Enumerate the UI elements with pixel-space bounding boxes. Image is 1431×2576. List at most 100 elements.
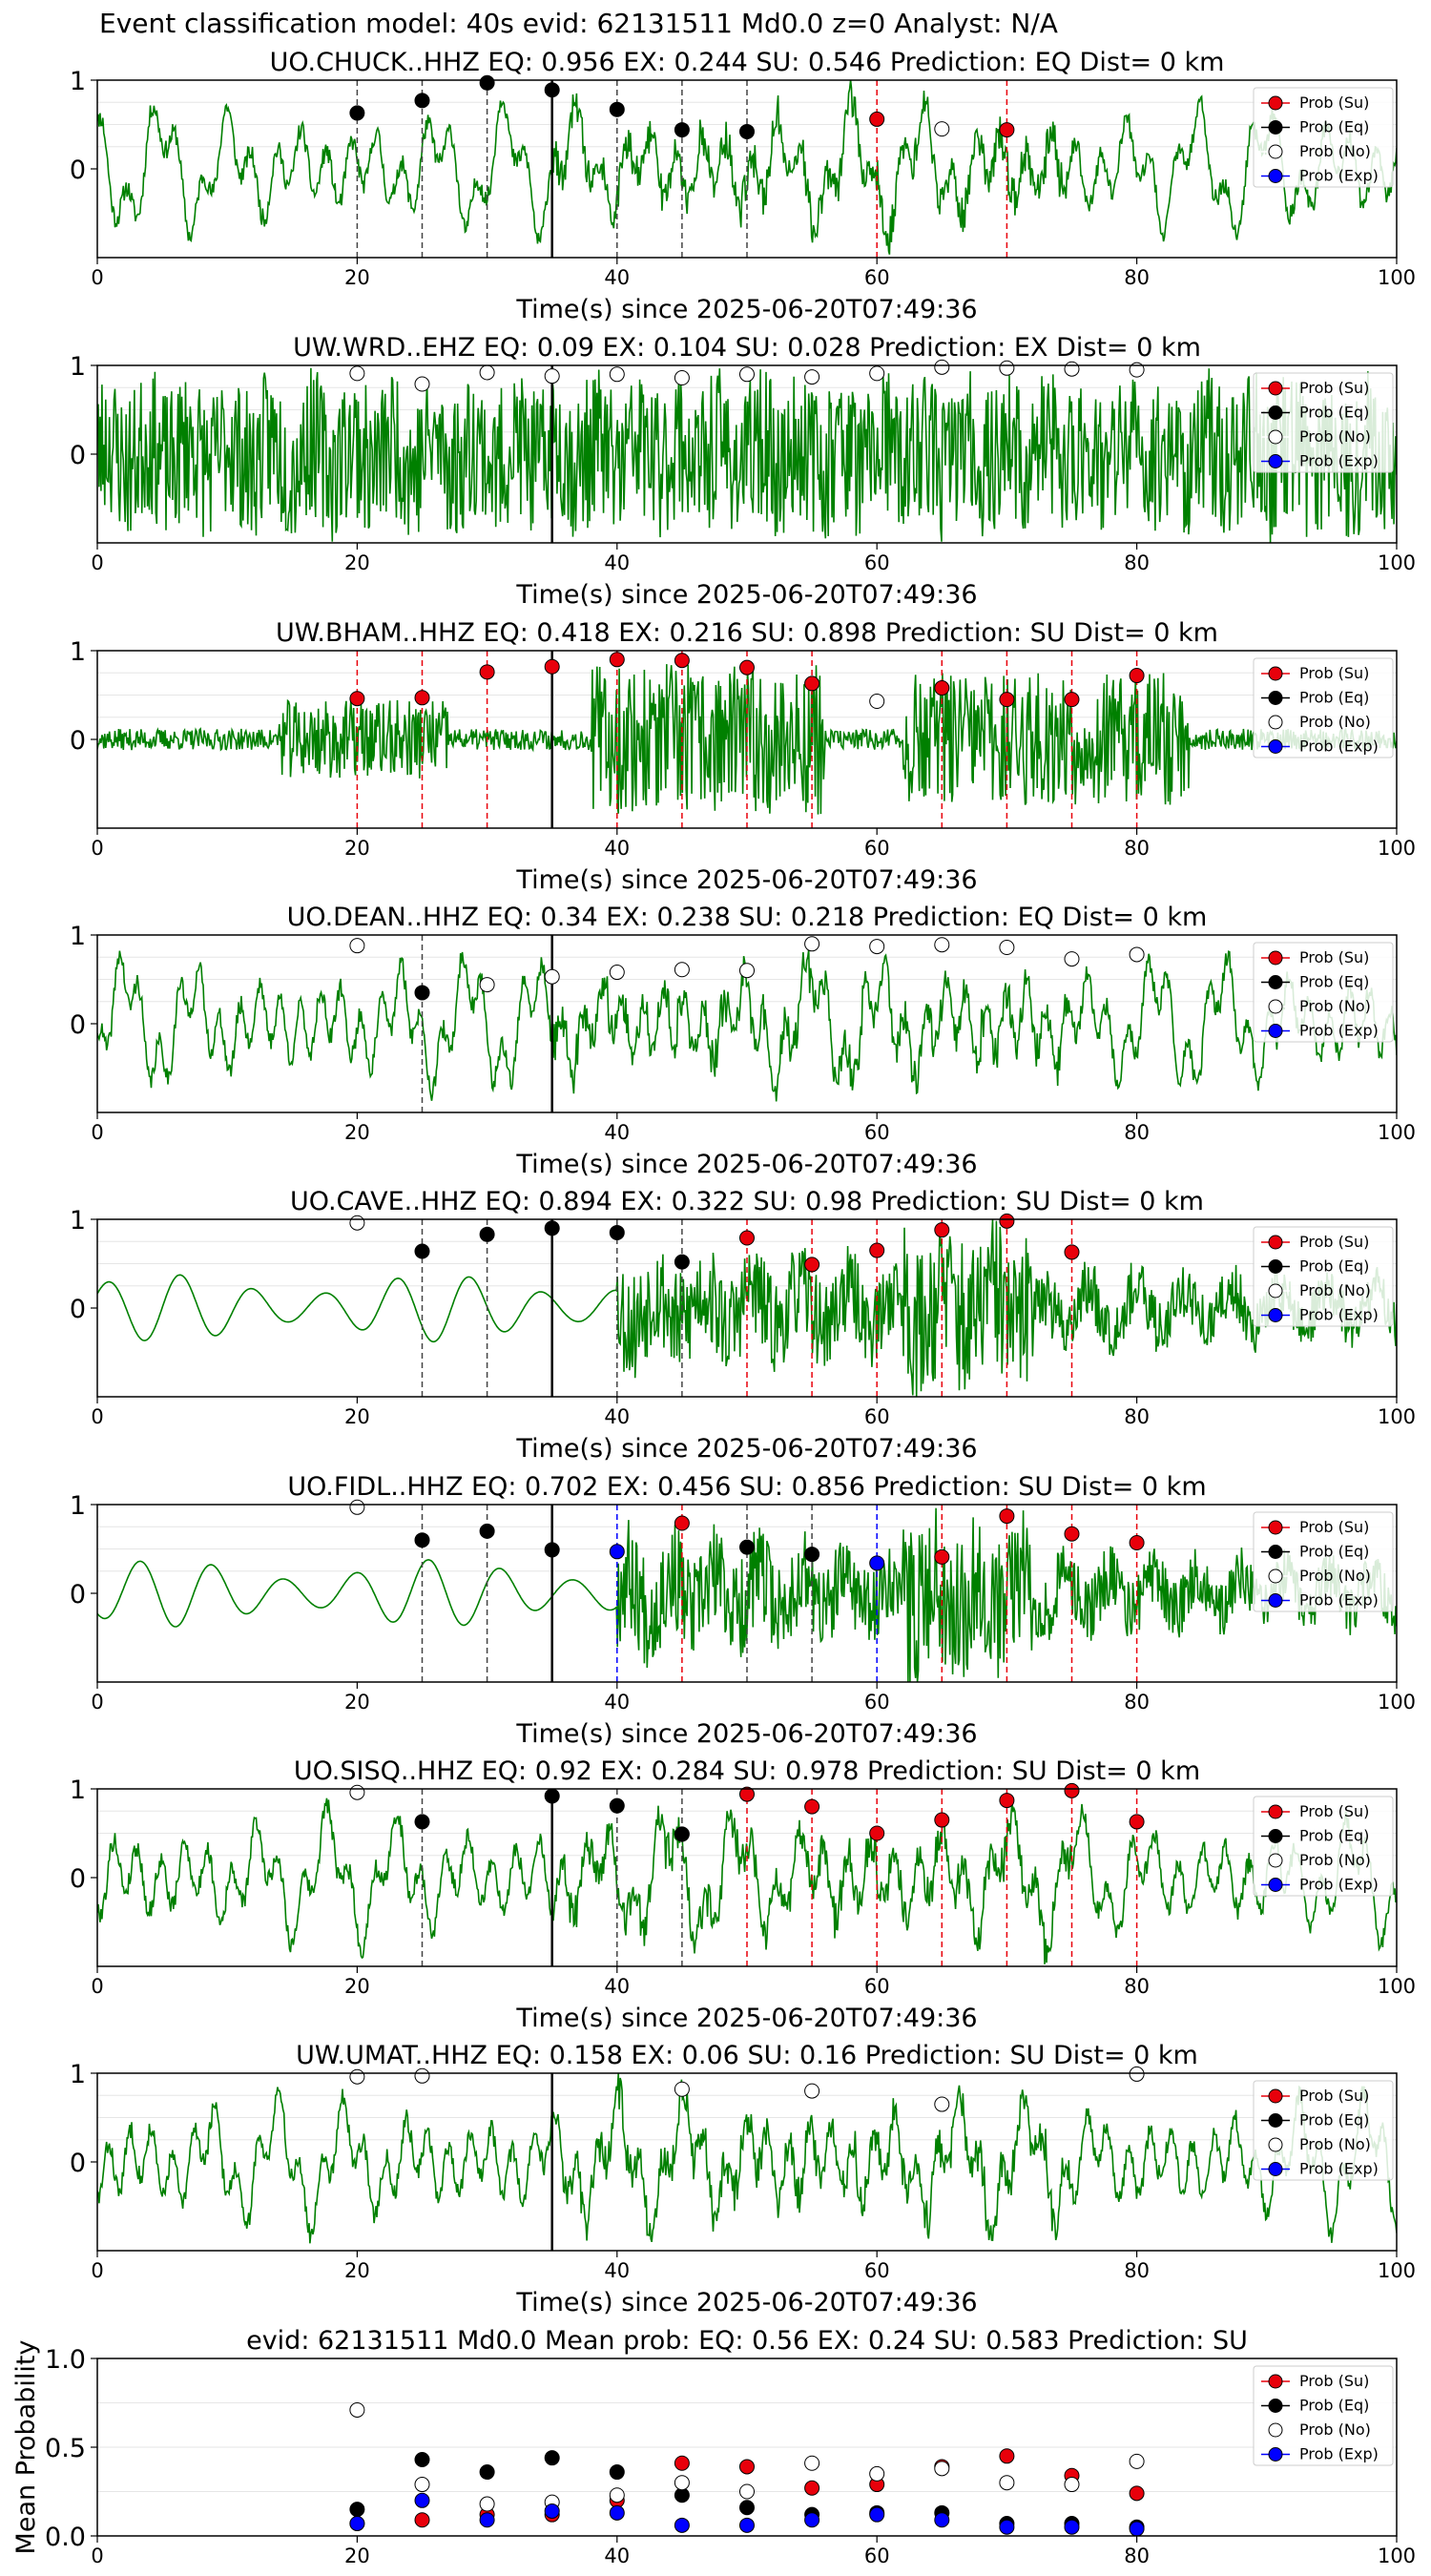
y-tick-label: 1: [70, 352, 86, 382]
x-tick-label: 0: [91, 266, 103, 289]
legend-label: Prob (Eq): [1299, 2397, 1369, 2415]
legend-label: Prob (No): [1299, 713, 1371, 731]
probability-point-su: [934, 1548, 950, 1565]
y-tick-label: 1: [70, 2060, 86, 2089]
legend-label: Prob (Exp): [1299, 167, 1379, 185]
x-tick-label: 60: [864, 266, 890, 289]
mean-probability-point-exp: [674, 2517, 690, 2533]
probability-point-su: [804, 675, 820, 692]
probability-point-eq: [479, 1226, 495, 1242]
mean-probability-point-no: [349, 2401, 365, 2418]
legend-box: [1253, 942, 1394, 1043]
legend-label: Prob (No): [1299, 427, 1371, 446]
probability-point-no: [999, 360, 1015, 376]
probability-point-su: [1129, 668, 1145, 684]
axes-frame: [96, 2072, 1398, 2252]
waveform-trace: [97, 664, 1397, 815]
legend-label: Prob (Eq): [1299, 404, 1369, 422]
legend-label: Prob (No): [1299, 997, 1371, 1015]
x-tick-label: 60: [864, 1405, 890, 1428]
probability-point-su: [674, 1515, 690, 1531]
x-axis-label: Time(s) since 2025-06-20T07:49:36: [515, 580, 977, 610]
legend-marker-su: [1268, 1804, 1283, 1819]
probability-point-no: [609, 965, 625, 981]
probability-point-su: [1064, 1526, 1080, 1542]
x-tick-label: 0: [91, 1405, 103, 1428]
probability-point-no: [869, 939, 885, 955]
probability-point-eq: [739, 123, 755, 139]
y-tick-label: 0: [70, 156, 86, 185]
probability-point-no: [479, 977, 495, 993]
probability-point-no: [349, 1499, 365, 1515]
legend-label: Prob (Su): [1299, 1802, 1369, 1820]
x-tick-label: 40: [604, 837, 630, 860]
probability-point-eq: [609, 1224, 625, 1240]
legend-marker-eq: [1268, 691, 1283, 705]
legend-box: [1253, 657, 1394, 758]
probability-point-su: [1064, 1244, 1080, 1260]
probability-point-no: [674, 962, 690, 978]
panel-title: UO.CHUCK..HHZ EQ: 0.956 EX: 0.244 SU: 0.…: [270, 48, 1225, 77]
mean-probability-point-su: [804, 2480, 820, 2496]
panel-title: UO.CAVE..HHZ EQ: 0.894 EX: 0.322 SU: 0.9…: [290, 1187, 1204, 1216]
legend-marker-no: [1268, 999, 1283, 1014]
legend-label: Prob (No): [1299, 1567, 1371, 1585]
x-tick-label: 60: [864, 2545, 890, 2567]
legend-label: Prob (Su): [1299, 948, 1369, 966]
waveform-trace: [97, 1219, 1397, 1397]
x-tick-label: 0: [91, 2259, 103, 2282]
y-tick-label: 0.0: [45, 2523, 86, 2552]
mean-probability-point-exp: [349, 2515, 365, 2531]
mean-probability-point-eq: [479, 2464, 495, 2481]
probability-point-su: [739, 659, 755, 675]
mean-probability-point-no: [869, 2465, 885, 2482]
mean-probability-point-eq: [544, 2450, 560, 2466]
y-tick-label: 0: [70, 2149, 86, 2178]
panel-title: UO.SISQ..HHZ EQ: 0.92 EX: 0.284 SU: 0.97…: [294, 1756, 1200, 1786]
legend: Prob (Su) Prob (Eq) Prob (No) Prob (Exp): [1253, 1796, 1394, 1897]
legend-label: Prob (Eq): [1299, 2111, 1369, 2129]
x-tick-label: 0: [91, 551, 103, 574]
mean-probability-point-exp: [479, 2512, 495, 2528]
panel-title: UW.UMAT..HHZ EQ: 0.158 EX: 0.06 SU: 0.16…: [296, 2041, 1198, 2070]
probability-point-su: [739, 1786, 755, 1802]
y-tick-label: 0: [70, 1295, 86, 1324]
legend-label: Prob (Eq): [1299, 118, 1369, 136]
probability-point-no: [739, 963, 755, 979]
mean-probability-point-no: [479, 2496, 495, 2512]
x-tick-label: 60: [864, 551, 890, 574]
probability-point-exp: [869, 1555, 885, 1571]
station-panel: UO.DEAN..HHZ EQ: 0.34 EX: 0.238 SU: 0.21…: [70, 903, 1416, 1179]
legend-label: Prob (Su): [1299, 1233, 1369, 1251]
probability-point-no: [934, 121, 950, 137]
panel-title: UO.DEAN..HHZ EQ: 0.34 EX: 0.238 SU: 0.21…: [287, 903, 1208, 932]
x-tick-label: 0: [91, 2545, 103, 2567]
x-tick-label: 20: [344, 266, 370, 289]
legend-label: Prob (Su): [1299, 2087, 1369, 2105]
probability-point-su: [674, 653, 690, 669]
x-axis-label: Time(s) since 2025-06-20T07:49:36: [515, 1150, 977, 1179]
legend-label: Prob (Exp): [1299, 2445, 1379, 2463]
probability-point-no: [414, 376, 430, 392]
mean-probability-point-exp: [999, 2519, 1015, 2535]
legend-label: Prob (Su): [1299, 2372, 1369, 2390]
x-tick-label: 80: [1124, 1691, 1150, 1714]
mean-probability-point-exp: [869, 2506, 885, 2523]
legend-label: Prob (No): [1299, 2420, 1371, 2439]
legend-marker-exp: [1268, 1878, 1283, 1892]
panel-title: UO.FIDL..HHZ EQ: 0.702 EX: 0.456 SU: 0.8…: [287, 1472, 1206, 1502]
x-tick-label: 40: [604, 1405, 630, 1428]
x-tick-label: 80: [1124, 551, 1150, 574]
probability-point-no: [414, 2067, 430, 2084]
x-axis-label: Time(s) since 2025-06-20T07:49:36: [515, 2004, 977, 2033]
probability-point-eq: [414, 1532, 430, 1548]
probability-point-no: [674, 2081, 690, 2097]
probability-point-no: [934, 2096, 950, 2112]
x-tick-label: 40: [604, 1121, 630, 1144]
probability-point-eq: [414, 1814, 430, 1830]
legend-marker-no: [1268, 144, 1283, 159]
legend-label: Prob (Eq): [1299, 1257, 1369, 1276]
panel-title: UW.BHAM..HHZ EQ: 0.418 EX: 0.216 SU: 0.8…: [276, 618, 1218, 648]
mean-probability-point-eq: [739, 2500, 755, 2516]
